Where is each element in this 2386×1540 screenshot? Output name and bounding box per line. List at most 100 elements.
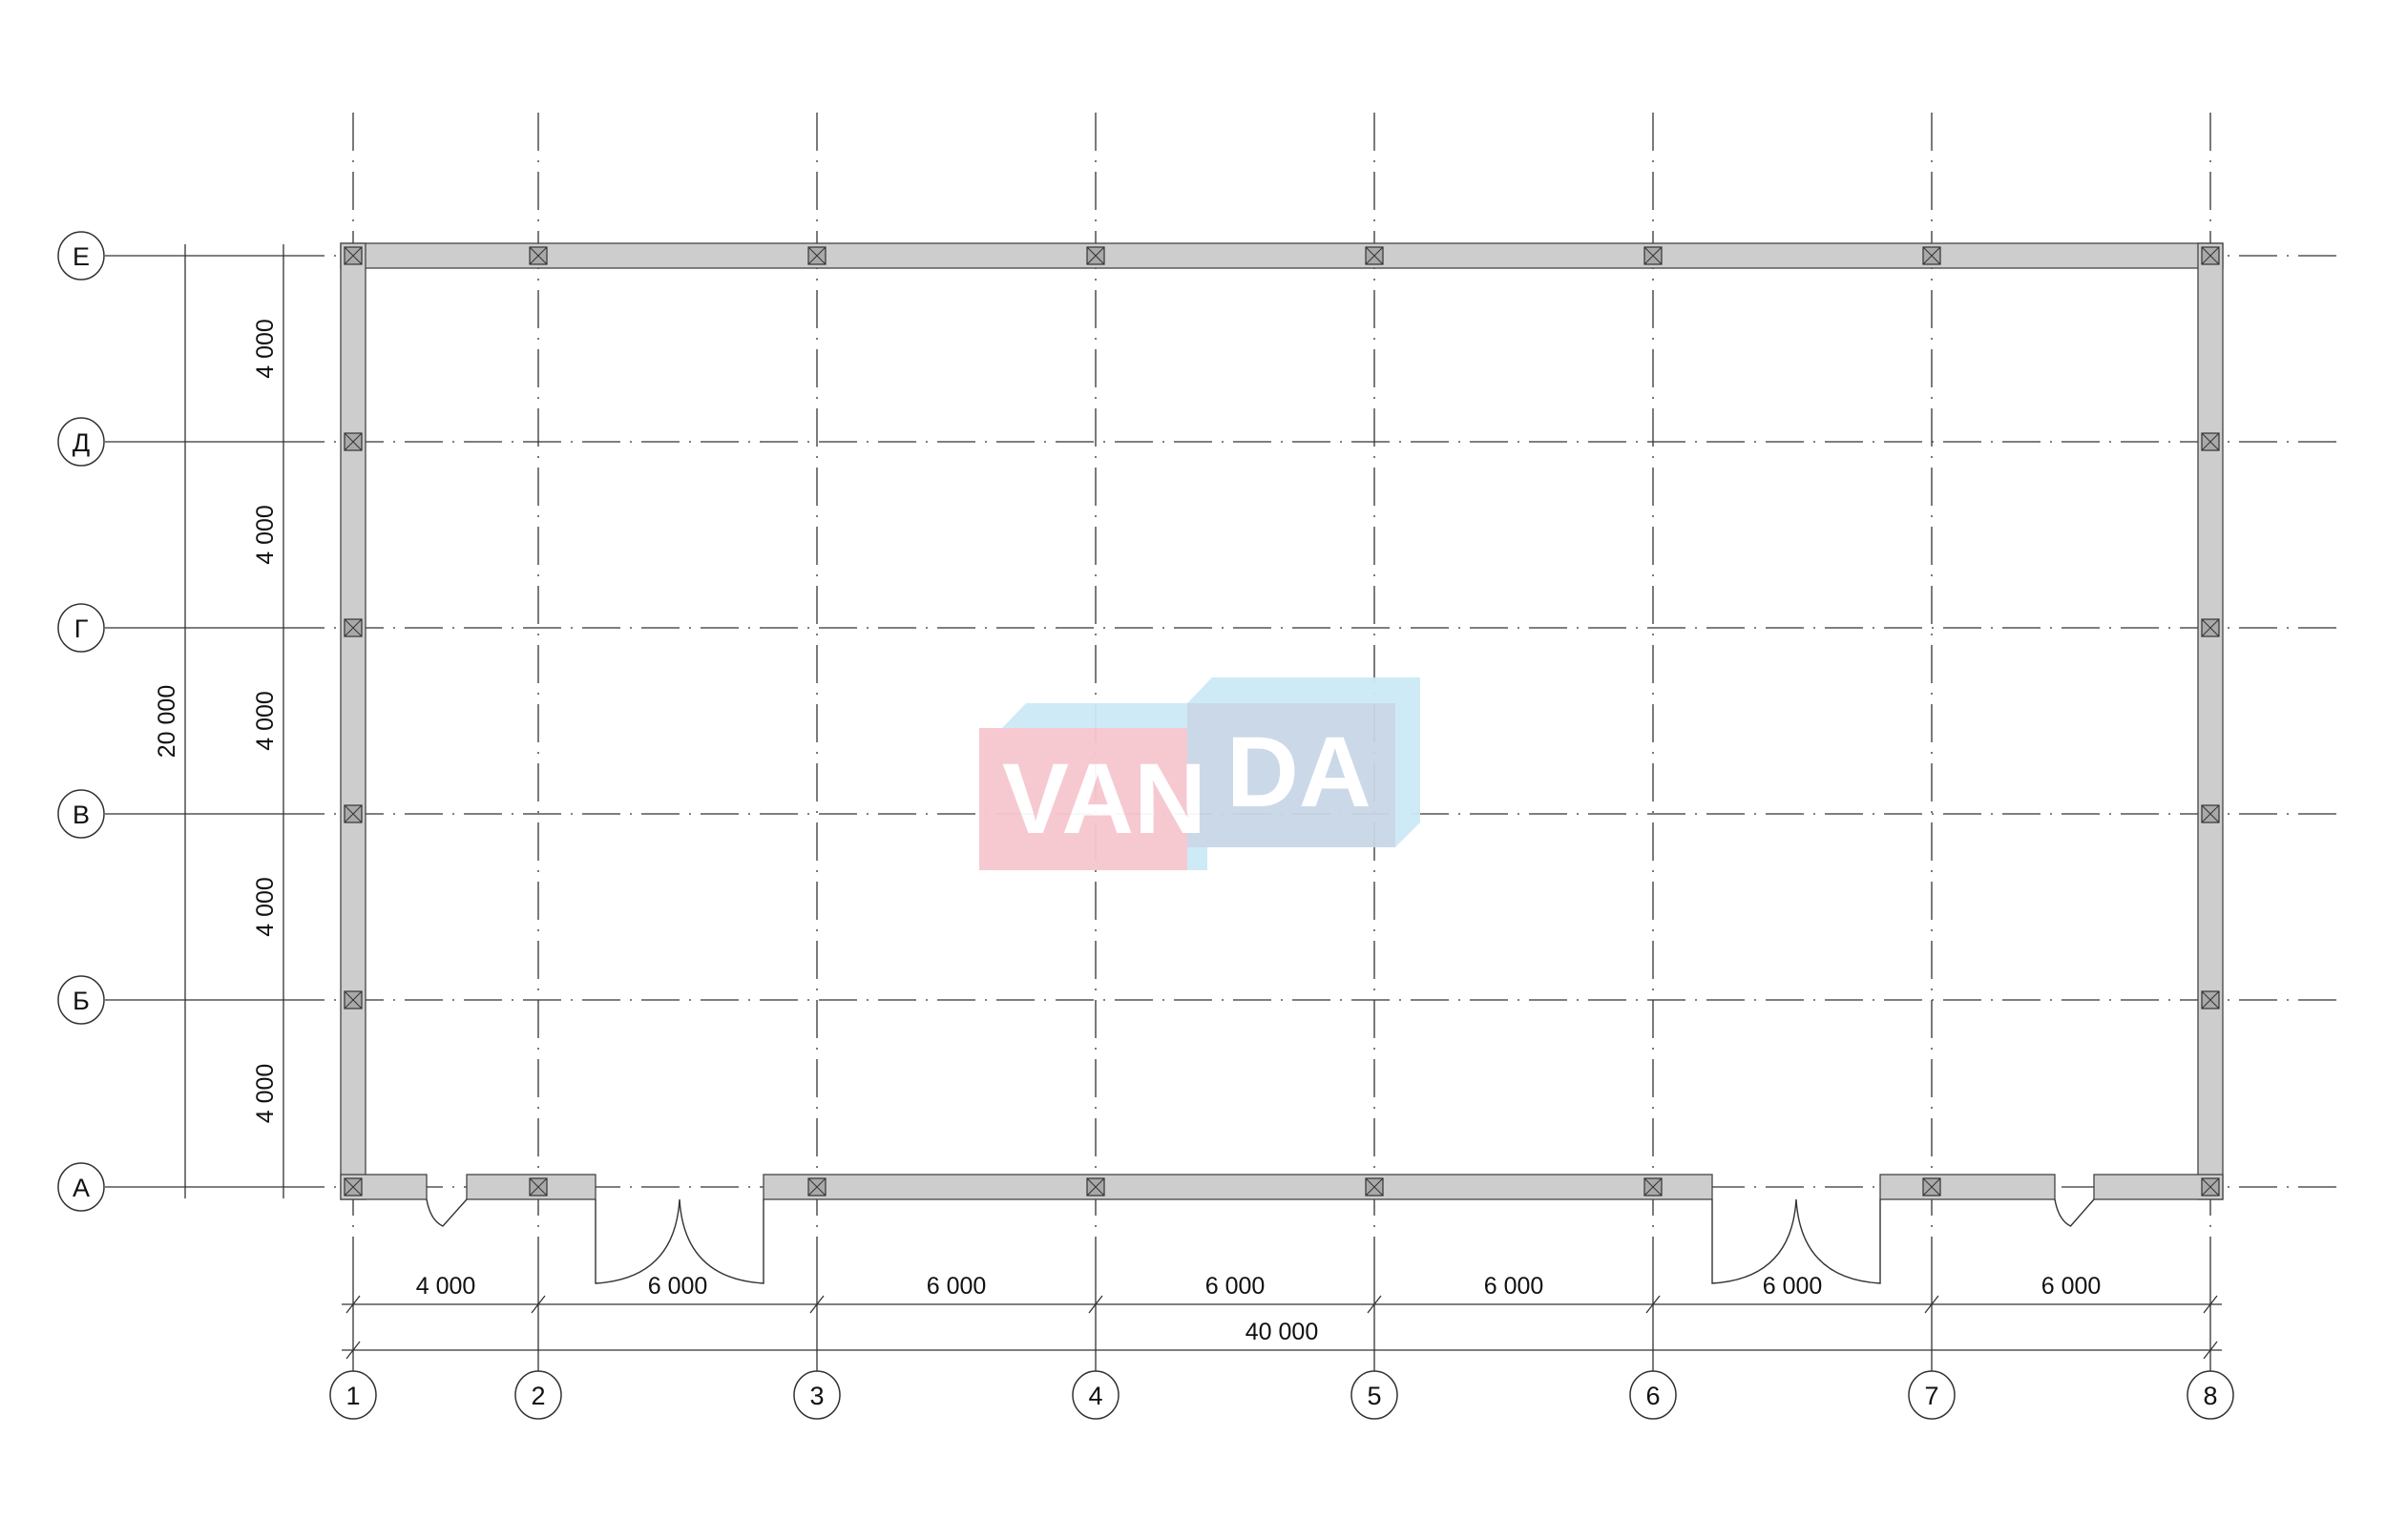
dimension-tick	[531, 1295, 546, 1314]
structural-column	[807, 1177, 827, 1197]
bubble-circle	[329, 1370, 377, 1420]
column-axis-label: 6	[1645, 1382, 1660, 1410]
column-axis-label: 4	[1088, 1382, 1102, 1410]
structural-column	[344, 1177, 363, 1197]
double-door	[1711, 1198, 1881, 1284]
bubble-circle	[57, 417, 105, 467]
column-axis-bubble: 8	[2187, 1370, 2234, 1420]
structural-column	[1922, 246, 1941, 265]
column-axis-label: 5	[1367, 1382, 1381, 1410]
bubble-circle	[793, 1370, 841, 1420]
column-cross	[807, 246, 827, 265]
column-cross	[344, 618, 363, 637]
column-cross	[344, 804, 363, 823]
bubble-circle	[57, 1162, 105, 1212]
bubble-circle	[1908, 1370, 1956, 1420]
structural-column	[2201, 804, 2220, 823]
column-axis-bubble: 1	[329, 1370, 377, 1420]
row-axis-label: В	[73, 801, 90, 829]
structural-column	[1086, 246, 1105, 265]
vertical-total-label: 20 000	[154, 685, 180, 758]
structural-column	[2201, 618, 2220, 637]
column-cross	[1086, 1177, 1105, 1197]
logo-text-left: VAN	[1002, 743, 1206, 855]
double-door	[595, 1198, 764, 1284]
structural-column	[344, 618, 363, 637]
row-axis-label: Б	[73, 987, 90, 1015]
structural-column	[2201, 990, 2220, 1009]
row-axis-bubble: Г	[57, 603, 105, 653]
structural-column	[1365, 246, 1384, 265]
structural-column	[344, 804, 363, 823]
column-cross	[1643, 1177, 1663, 1197]
structural-column	[529, 1177, 548, 1197]
bubble-circle	[57, 231, 105, 281]
column-cross	[2201, 246, 2220, 265]
horizontal-span-label: 6 000	[1763, 1273, 1823, 1300]
column-cross	[1643, 246, 1663, 265]
horizontal-span-label: 6 000	[1484, 1273, 1544, 1300]
horizontal-span-label: 6 000	[1205, 1273, 1266, 1300]
vertical-span-label: 4 000	[252, 691, 279, 751]
bubble-circle	[2187, 1370, 2234, 1420]
row-axis-label: Г	[74, 614, 89, 643]
bubble-circle	[57, 603, 105, 653]
vertical-span-label: 4 000	[252, 877, 279, 937]
bubble-circle	[57, 975, 105, 1025]
column-cross	[344, 246, 363, 265]
dimension-tick	[345, 1295, 361, 1314]
column-axis-label: 2	[531, 1382, 545, 1410]
structural-column	[344, 990, 363, 1009]
column-axis-label: 1	[345, 1382, 360, 1410]
structural-column	[1643, 1177, 1663, 1197]
structural-column	[2201, 246, 2220, 265]
doors	[426, 1198, 2095, 1284]
horizontal-span-label: 6 000	[2041, 1273, 2102, 1300]
structural-column	[807, 246, 827, 265]
horizontal-span-label: 6 000	[648, 1273, 708, 1300]
logo-text-right: DA	[1226, 717, 1371, 828]
column-axis-label: 7	[1924, 1382, 1938, 1410]
bubble-circle	[1629, 1370, 1677, 1420]
wall-left	[340, 242, 366, 1200]
column-axis-bubble: 3	[793, 1370, 841, 1420]
dimension-tick	[1924, 1295, 1939, 1314]
column-cross	[1922, 1177, 1941, 1197]
structural-column	[1643, 246, 1663, 265]
bubble-circle	[514, 1370, 562, 1420]
single-door	[426, 1198, 468, 1227]
structural-column	[529, 246, 548, 265]
row-axis-bubble: Д	[57, 417, 105, 467]
column-axis-bubble: 7	[1908, 1370, 1956, 1420]
column-axis-bubble: 4	[1072, 1370, 1120, 1420]
logo-blue-block	[1187, 703, 1395, 847]
column-cross	[1365, 246, 1384, 265]
column-cross	[529, 1177, 548, 1197]
wall-bottom-segment	[763, 1174, 1713, 1200]
column-axis-bubble: 6	[1629, 1370, 1677, 1420]
column-cross	[344, 990, 363, 1009]
dimensions: 4 000 6 000 6 000 6 000 6 000 6 000 6 000 40 00…	[154, 244, 2222, 1360]
horizontal-span-label: 4 000	[416, 1273, 476, 1300]
vertical-span-label: 4 000	[252, 505, 279, 565]
column-axis-label: 8	[2203, 1382, 2217, 1410]
structural-column	[344, 432, 363, 451]
structural-column	[1086, 1177, 1105, 1197]
horizontal-total-label: 40 000	[1245, 1319, 1318, 1345]
column-cross	[529, 246, 548, 265]
column-cross	[2201, 990, 2220, 1009]
single-door	[2054, 1198, 2095, 1227]
vanda-watermark-logo: VAN DA	[979, 677, 1420, 870]
column-axis-bubble: 5	[1350, 1370, 1398, 1420]
row-axis-bubble: В	[57, 789, 105, 839]
structural-column	[344, 246, 363, 265]
logo-light-blue-block	[1002, 703, 1207, 870]
dimension-tick	[1088, 1295, 1103, 1314]
row-axis-bubble: Е	[57, 231, 105, 281]
dimension-tick	[1645, 1295, 1661, 1314]
dimension-tick	[809, 1295, 825, 1314]
dimension-tick	[1367, 1295, 1382, 1314]
logo-pink-block	[979, 728, 1187, 870]
wall-top	[340, 242, 2224, 269]
